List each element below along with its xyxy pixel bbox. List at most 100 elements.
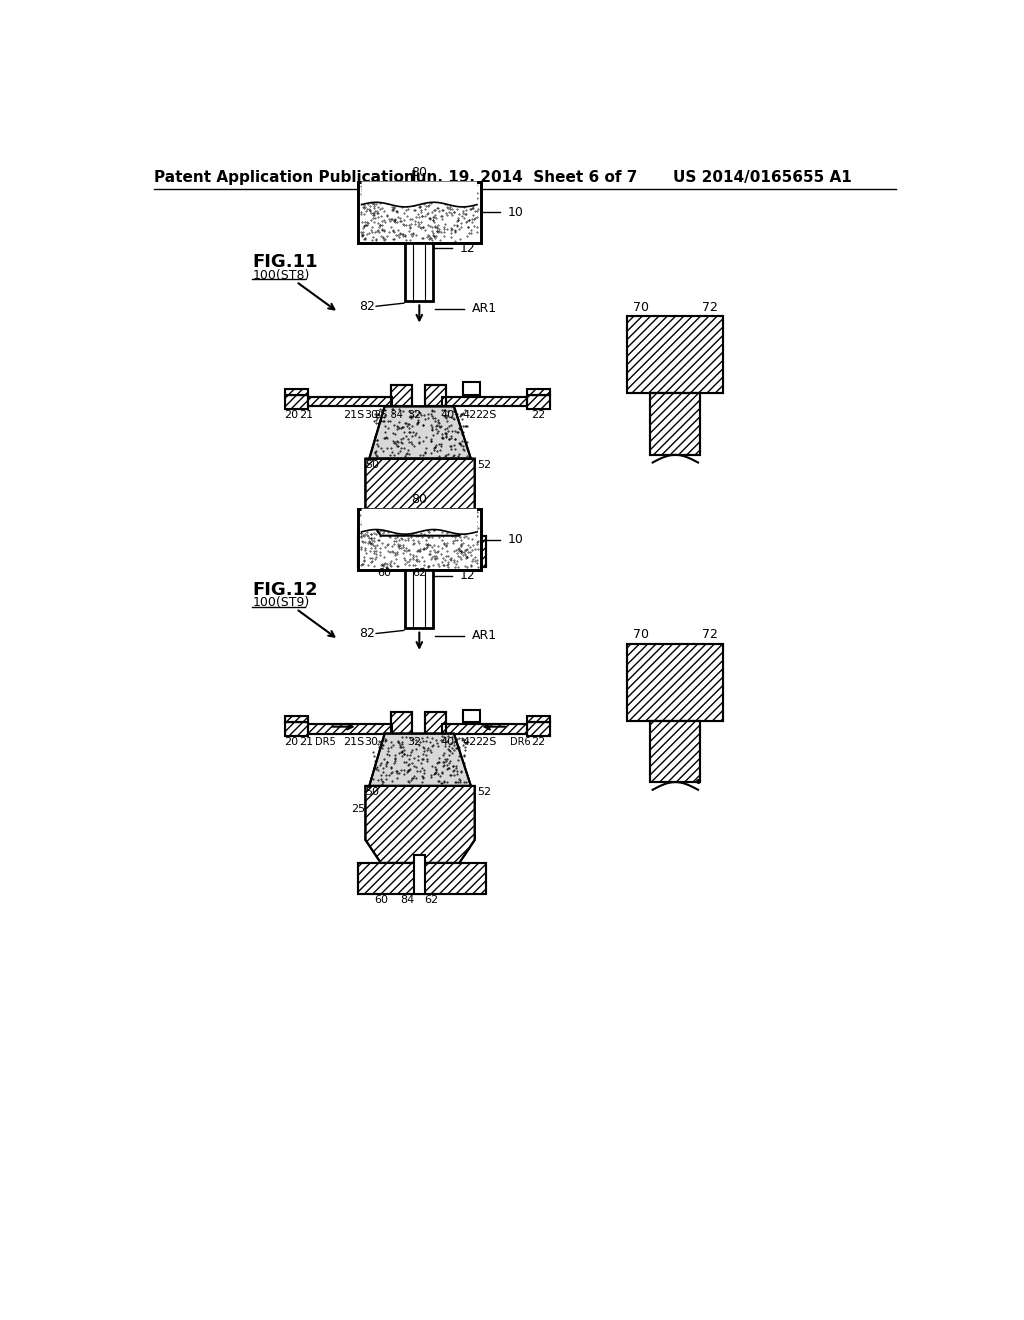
Text: 82: 82 [358,300,375,313]
Text: 21S: 21S [343,409,365,420]
Text: 22: 22 [531,737,546,747]
Text: 30: 30 [364,737,378,747]
Text: 21: 21 [299,737,313,747]
Bar [527,395,550,409]
Text: 40: 40 [440,409,455,420]
Text: 25 84: 25 84 [376,409,403,420]
Bar [527,388,550,395]
Bar [463,710,480,722]
Text: 72: 72 [701,301,718,314]
Bar [285,722,307,737]
Bar [307,397,392,407]
Text: 84: 84 [400,895,415,906]
Bar [285,388,307,395]
Text: 40: 40 [440,737,455,747]
Text: 70: 70 [633,301,649,314]
Bar [650,393,700,455]
Text: 80: 80 [412,166,427,178]
Bar [527,388,550,395]
Polygon shape [370,407,471,459]
Text: 22S: 22S [475,737,497,747]
Bar [628,644,724,721]
Bar [285,395,307,409]
Text: AR1: AR1 [472,302,497,315]
Text: 42: 42 [462,409,476,420]
Text: 10: 10 [508,206,523,219]
Text: 72: 72 [701,628,718,640]
Text: 60: 60 [378,568,391,578]
Text: 30: 30 [364,409,378,420]
Text: 42: 42 [462,737,476,747]
Bar [442,725,527,734]
Text: 20: 20 [284,409,298,420]
Text: AR1: AR1 [472,630,497,643]
Text: 82: 82 [358,627,375,640]
Bar [357,508,481,570]
Text: 22S: 22S [475,409,497,420]
Bar [391,711,413,734]
Text: 32: 32 [407,737,421,747]
Bar [357,863,486,894]
Bar [357,182,481,243]
Text: 50: 50 [366,459,380,470]
Bar [357,536,486,566]
Text: FIG.11: FIG.11 [252,253,317,272]
Text: 62: 62 [424,895,438,906]
Bar [357,863,486,894]
Bar [406,243,433,301]
Text: 100(ST9): 100(ST9) [252,597,309,610]
Bar [628,317,724,393]
Bar [650,721,700,781]
Text: DR6: DR6 [510,737,530,747]
Text: 21: 21 [299,409,313,420]
Text: 50: 50 [366,787,380,797]
Bar [391,385,413,407]
Bar [391,711,413,734]
Bar [650,393,700,455]
Bar [425,385,446,407]
Bar [414,855,425,894]
Bar [406,570,433,628]
Bar [442,725,527,734]
Bar [357,536,486,566]
Bar [527,722,550,737]
Bar [285,715,307,722]
Bar [307,397,392,407]
Bar [628,317,724,393]
Bar [425,711,446,734]
Text: 60: 60 [374,895,388,906]
Bar [357,508,481,570]
Text: 70: 70 [633,628,649,640]
Bar [307,725,392,734]
Bar [285,722,307,737]
Polygon shape [370,734,471,785]
Bar [285,395,307,409]
Polygon shape [366,459,475,536]
Bar [357,182,481,243]
Bar [650,721,700,781]
Text: 12: 12 [460,242,476,255]
Text: 52: 52 [477,787,492,797]
Polygon shape [361,182,477,207]
Text: FIG.12: FIG.12 [252,581,317,598]
Bar [391,385,413,407]
Text: Patent Application Publication: Patent Application Publication [155,170,415,185]
Text: 32: 32 [407,409,421,420]
Text: 52: 52 [477,459,492,470]
Text: 12: 12 [460,569,476,582]
Bar [285,388,307,395]
Bar [628,644,724,721]
Bar [285,715,307,722]
Bar [463,383,480,395]
Bar [425,711,446,734]
Text: 62: 62 [413,568,426,578]
Text: 80: 80 [412,492,427,506]
Text: 22: 22 [531,409,546,420]
Bar [307,725,392,734]
Polygon shape [366,785,475,863]
Text: 20: 20 [284,737,298,747]
Bar [425,385,446,407]
Text: 100(ST8): 100(ST8) [252,269,309,282]
Text: 21S: 21S [343,737,365,747]
Polygon shape [361,508,477,535]
